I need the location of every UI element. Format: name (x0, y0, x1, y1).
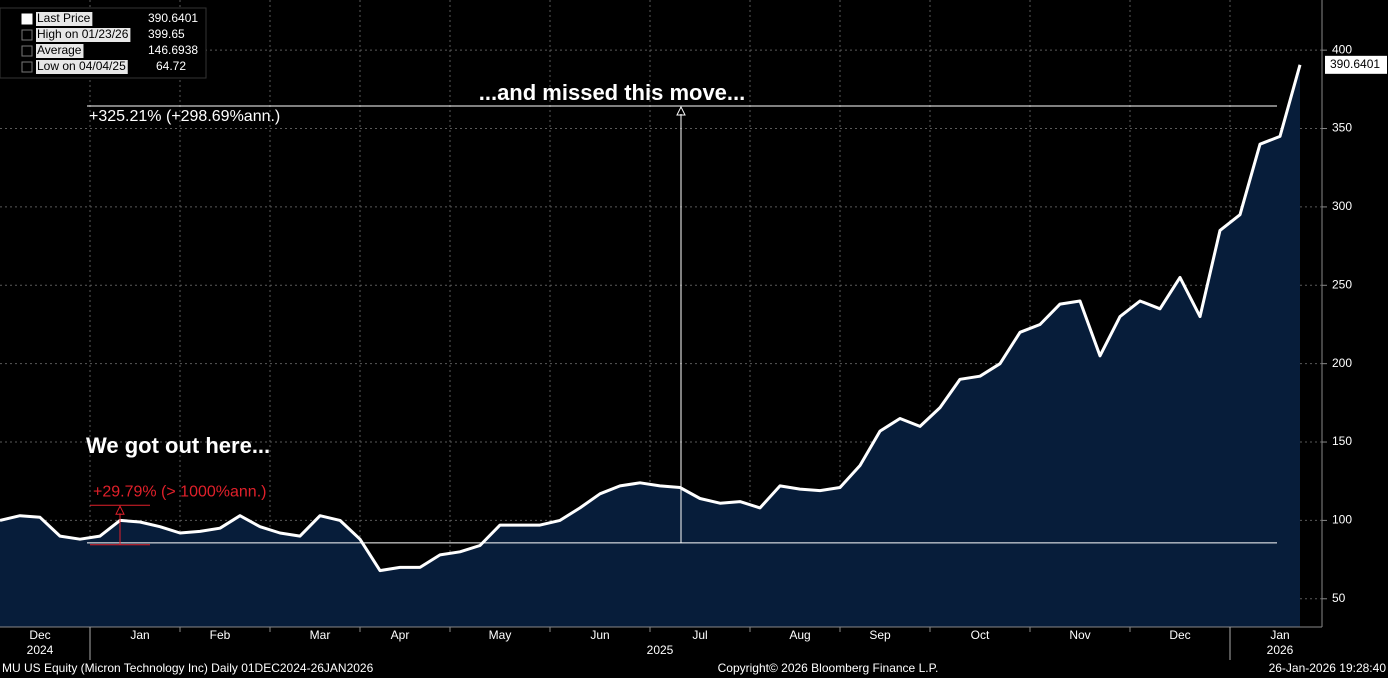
legend-icon (21, 29, 33, 41)
line (0, 64, 1302, 573)
x-tick-label: Mar (310, 628, 331, 642)
footer-timestamp: 26-Jan-2026 19:28:40 (1269, 661, 1387, 675)
measure-label: +325.21% (+298.69%ann.) (89, 108, 280, 125)
legend-icon (21, 61, 33, 73)
last-price-label: 390.6401 (1330, 57, 1380, 71)
y-tick-label: 350 (1332, 121, 1352, 135)
year-label: 2024 (27, 643, 54, 657)
legend-value: 390.6401 (148, 11, 198, 25)
annotation: We got out here... (86, 433, 270, 458)
legend-value: 146.6938 (148, 43, 198, 57)
legend-label-bg (36, 12, 93, 26)
x-tick-label: Nov (1069, 628, 1090, 642)
y-tick-label: 300 (1332, 199, 1352, 213)
legend-box (0, 7, 207, 79)
x-tick-label: Dec (1169, 628, 1190, 642)
legend-label: Low on 04/04/25 (37, 59, 126, 73)
legend-label-bg (36, 44, 84, 58)
y-tick-label: 400 (1332, 42, 1352, 56)
legend-label-bg (36, 60, 128, 74)
x-tick-label: Feb (210, 628, 231, 642)
x-tick-label: Aug (789, 628, 810, 642)
legend-label-bg (36, 28, 131, 42)
measure-label: +29.79% (> 1000%ann.) (93, 483, 266, 500)
annotation: ...and missed this move... (479, 80, 746, 105)
footer-security: MU US Equity (Micron Technology Inc) Dai… (2, 661, 374, 675)
last-price-box (1325, 55, 1387, 74)
plot (0, 0, 1322, 628)
year-label: 2026 (1267, 643, 1294, 657)
x-tick-label: Sep (869, 628, 891, 642)
x-tick-label: Jan (130, 628, 149, 642)
y-tick-label: 50 (1332, 591, 1346, 605)
legend-icon (21, 45, 33, 57)
legend-icon (21, 13, 33, 25)
arrow-head (676, 105, 686, 116)
y-tick-label: 250 (1332, 277, 1352, 291)
arrow-head (115, 505, 125, 515)
area (0, 64, 1300, 628)
legend-label: Last Price (37, 11, 91, 25)
x-tick-label: May (489, 628, 512, 642)
legend-label: Average (37, 43, 82, 57)
legend-value: 399.65 (148, 27, 185, 41)
legend-label: High on 01/23/26 (37, 27, 129, 41)
x-tick-label: Jan (1270, 628, 1289, 642)
x-tick-label: Oct (971, 628, 990, 642)
legend-value: 64.72 (156, 59, 186, 73)
x-tick-label: Jun (590, 628, 609, 642)
y-tick-label: 100 (1332, 513, 1352, 527)
x-tick-label: Dec (29, 628, 50, 642)
x-tick-label: Jul (692, 628, 707, 642)
y-tick-label: 200 (1332, 356, 1352, 370)
y-tick-label: 150 (1332, 434, 1352, 448)
footer-copyright: Copyright© 2026 Bloomberg Finance L.P. (718, 661, 939, 675)
year-label: 2025 (647, 643, 674, 657)
x-tick-label: Apr (391, 628, 410, 642)
